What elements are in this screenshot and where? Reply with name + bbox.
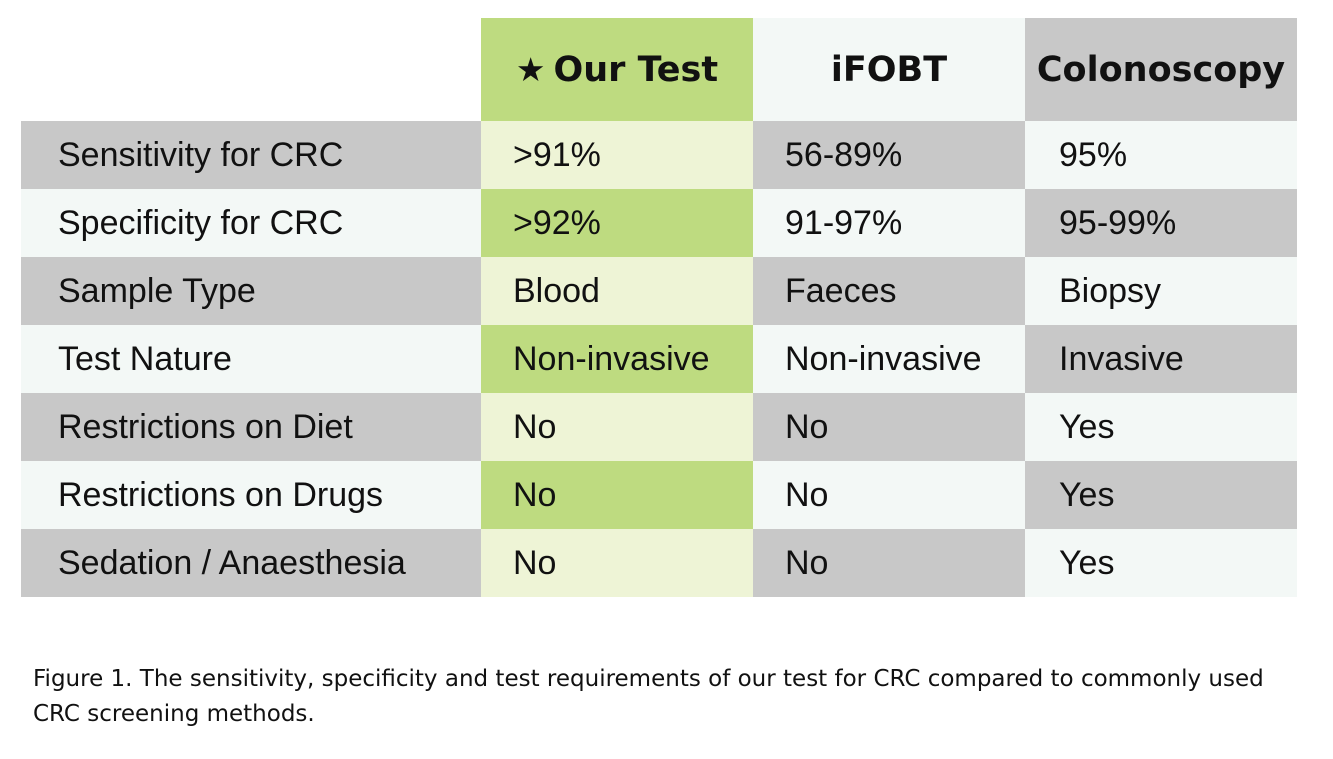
cell-colonoscopy: Yes bbox=[1025, 393, 1297, 461]
row-label: Sedation / Anaesthesia bbox=[21, 529, 481, 597]
cell-ifobt: No bbox=[753, 393, 1025, 461]
cell-our-test: No bbox=[481, 461, 753, 529]
cell-our-test: >92% bbox=[481, 189, 753, 257]
cell-our-test: No bbox=[481, 393, 753, 461]
cell-colonoscopy: 95-99% bbox=[1025, 189, 1297, 257]
header-ifobt: iFOBT bbox=[753, 18, 1025, 121]
cell-colonoscopy: Invasive bbox=[1025, 325, 1297, 393]
row-label: Restrictions on Drugs bbox=[21, 461, 481, 529]
cell-colonoscopy: 95% bbox=[1025, 121, 1297, 189]
header-colonoscopy: Colonoscopy bbox=[1025, 18, 1297, 121]
cell-our-test: Non-invasive bbox=[481, 325, 753, 393]
cell-ifobt: Faeces bbox=[753, 257, 1025, 325]
cell-ifobt: No bbox=[753, 461, 1025, 529]
header-corner bbox=[21, 18, 481, 121]
header-our-test-label: Our Test bbox=[553, 49, 719, 90]
cell-our-test: No bbox=[481, 529, 753, 597]
cell-ifobt: Non-invasive bbox=[753, 325, 1025, 393]
cell-our-test: >91% bbox=[481, 121, 753, 189]
cell-ifobt: 56-89% bbox=[753, 121, 1025, 189]
row-label: Sample Type bbox=[21, 257, 481, 325]
row-label: Restrictions on Diet bbox=[21, 393, 481, 461]
row-label: Sensitivity for CRC bbox=[21, 121, 481, 189]
row-label: Test Nature bbox=[21, 325, 481, 393]
comparison-table: ★ Our Test iFOBT Colonoscopy Sensitivity… bbox=[21, 18, 1297, 597]
star-icon: ★ bbox=[515, 50, 546, 89]
cell-ifobt: 91-97% bbox=[753, 189, 1025, 257]
figure-caption: Figure 1. The sensitivity, specificity a… bbox=[33, 666, 1264, 727]
cell-colonoscopy: Yes bbox=[1025, 529, 1297, 597]
cell-ifobt: No bbox=[753, 529, 1025, 597]
header-our-test: ★ Our Test bbox=[481, 18, 753, 121]
row-label: Specificity for CRC bbox=[21, 189, 481, 257]
cell-colonoscopy: Yes bbox=[1025, 461, 1297, 529]
cell-our-test: Blood bbox=[481, 257, 753, 325]
cell-colonoscopy: Biopsy bbox=[1025, 257, 1297, 325]
